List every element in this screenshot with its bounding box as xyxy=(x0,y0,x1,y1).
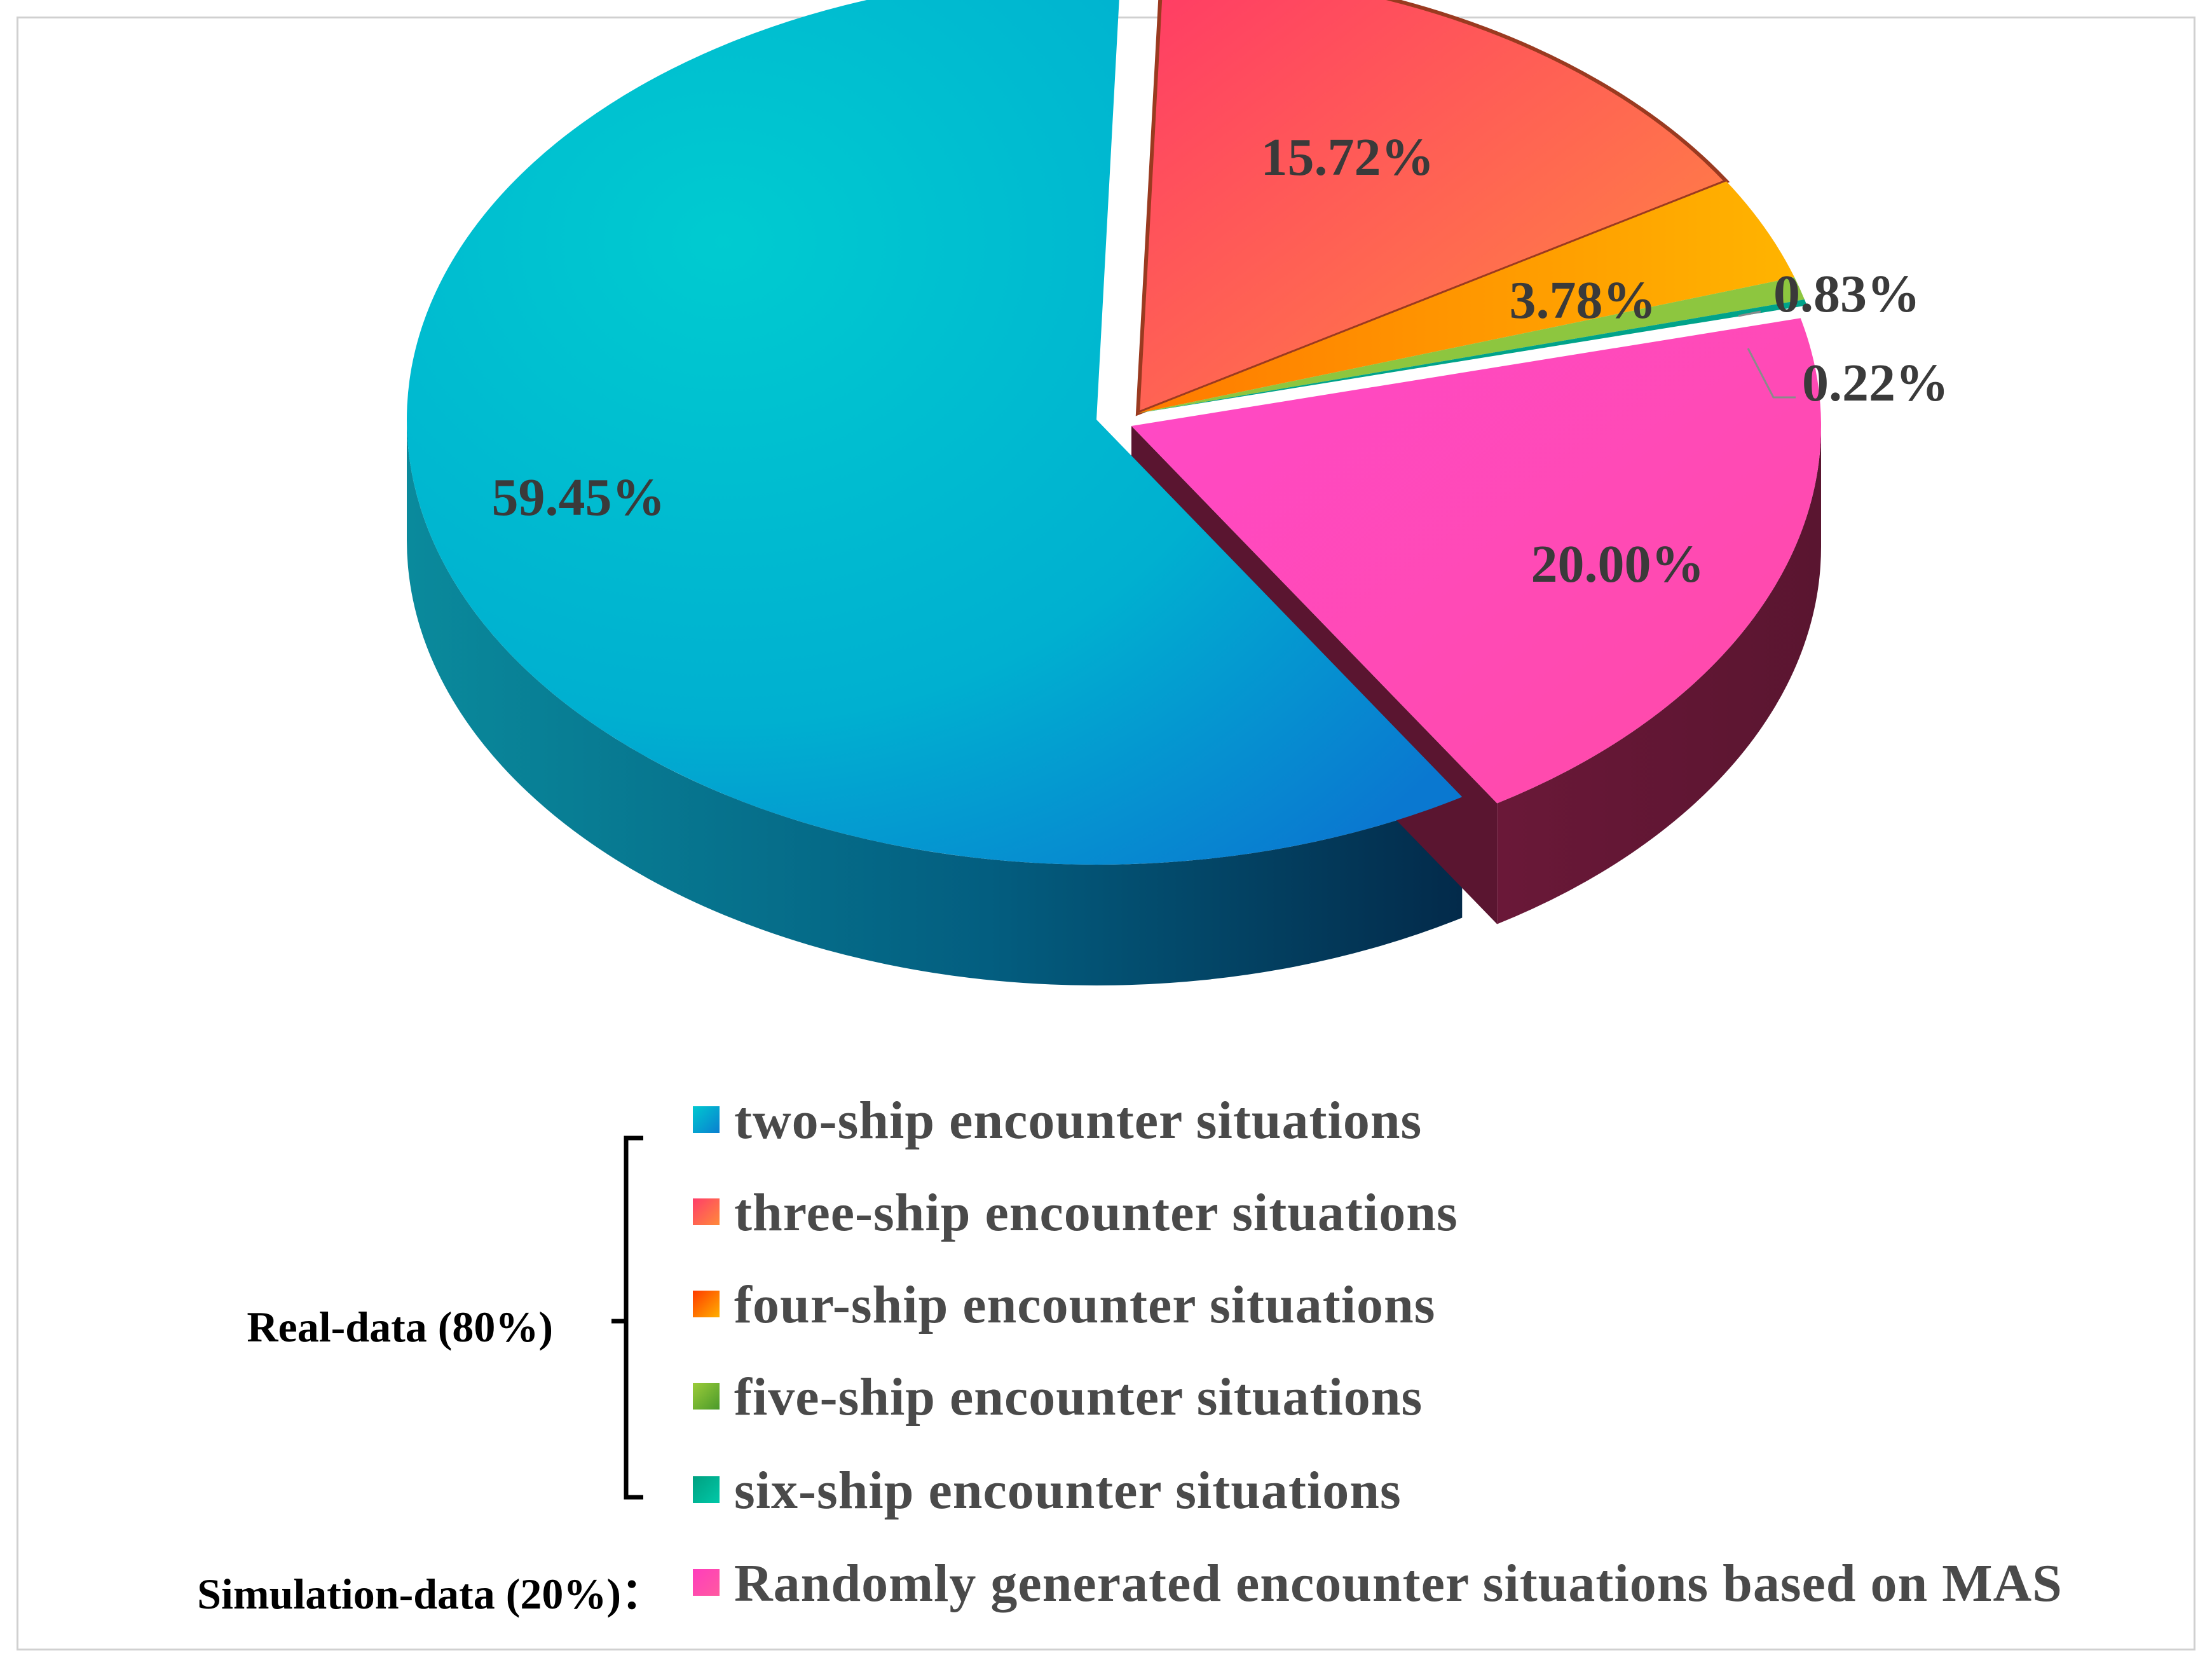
legend-swatch-6 xyxy=(693,1569,720,1596)
real-data-bracket xyxy=(611,1135,643,1500)
legend-label-2: three-ship encounter situations xyxy=(734,1183,1458,1242)
legend-swatch-1 xyxy=(693,1106,720,1133)
pie-tops xyxy=(407,0,1821,865)
legend-swatch-2 xyxy=(693,1198,720,1225)
pie-slice-two-ship xyxy=(407,0,1463,865)
pie-slice-three-ship xyxy=(1135,0,1730,416)
pie-slice-four-ship xyxy=(1138,181,1795,413)
data-label-6: 20.00% xyxy=(1531,535,1705,594)
legend-swatch-5 xyxy=(693,1476,720,1503)
legend-label-6: Randomly generated encounter situations … xyxy=(734,1554,2063,1613)
group-label-real: Real-data (80%) xyxy=(247,1303,553,1351)
leader-line-5 xyxy=(1747,348,1796,399)
leader-line-4 xyxy=(1738,310,1761,317)
pie-labels: 59.45% 15.72% 3.78% 0.83% 0.22% 20.00% xyxy=(492,128,1949,594)
legend-label-3: four-ship encounter situations xyxy=(734,1275,1435,1334)
legend: two-ship encounter situations three-ship … xyxy=(197,1091,2063,1618)
legend-label-1: two-ship encounter situations xyxy=(734,1091,1422,1150)
data-label-2: 15.72% xyxy=(1261,128,1435,187)
pie-side-1 xyxy=(407,420,1463,985)
legend-swatch-4 xyxy=(693,1383,720,1410)
pie-slice-five-ship xyxy=(1138,277,1805,413)
pie-side-6 xyxy=(1497,426,1821,924)
data-label-5: 0.22% xyxy=(1802,353,1949,413)
data-label-3: 3.78% xyxy=(1510,271,1656,330)
group-label-simulation: Simulation-data (20%)： xyxy=(197,1570,664,1618)
pie-slice-randomly xyxy=(1131,318,1821,804)
pie-slice-six-ship xyxy=(1138,299,1807,413)
data-label-1: 59.45% xyxy=(492,468,666,527)
legend-label-5: six-ship encounter situations xyxy=(734,1461,1402,1520)
legend-label-4: five-ship encounter situations xyxy=(734,1368,1423,1427)
legend-swatch-3 xyxy=(693,1291,720,1317)
data-label-4: 0.83% xyxy=(1773,264,1920,324)
